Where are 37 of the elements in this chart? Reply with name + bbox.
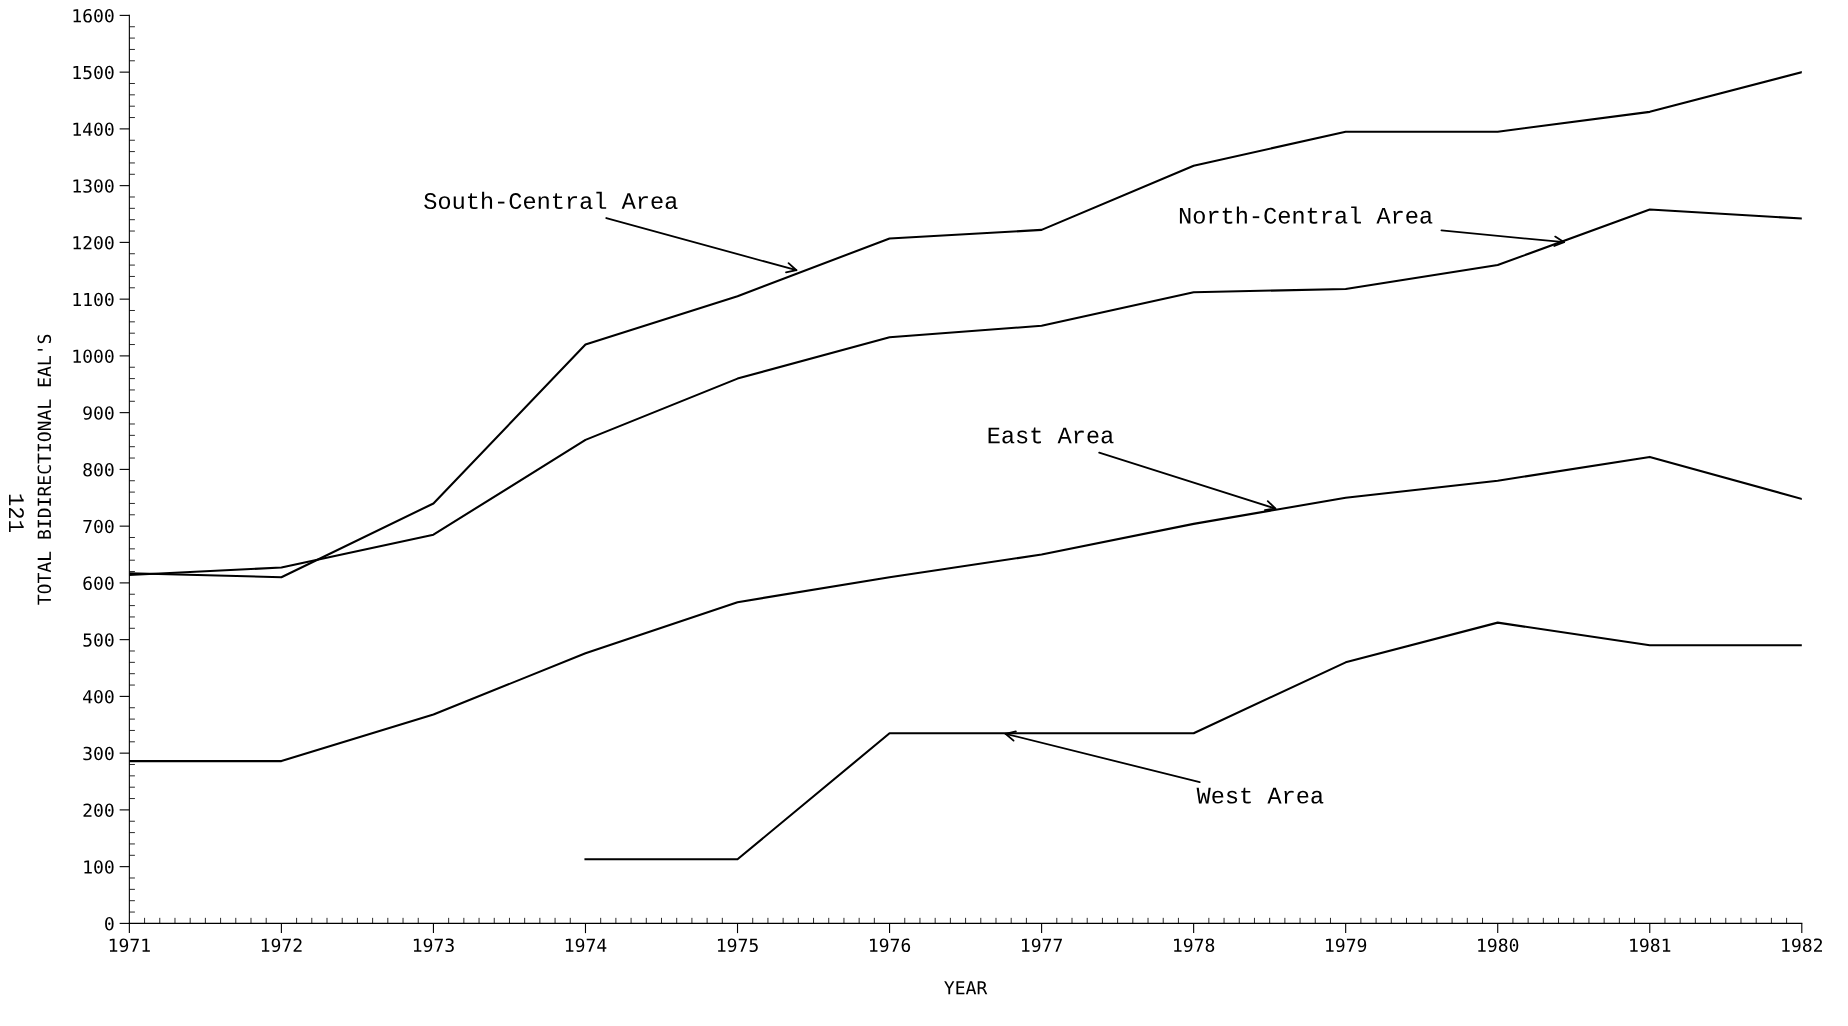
x-tick-label: 1971	[109, 938, 150, 953]
x-tick-label: 1974	[565, 938, 607, 953]
y-tick-label: 0	[105, 916, 114, 931]
y-tick-label: 600	[83, 576, 114, 591]
y-tick-label: 1300	[73, 179, 114, 193]
x-tick-label: 1978	[1174, 938, 1215, 953]
y-tick-label: 1500	[73, 65, 114, 80]
x-tick-label: 1981	[1630, 938, 1671, 953]
y-tick-label: 200	[83, 803, 114, 818]
y-tick-label: 1000	[73, 349, 114, 364]
x-tick-label: 1972	[261, 938, 302, 953]
x-axis-title: YEAR	[944, 981, 988, 995]
y-tick-label: 1400	[73, 122, 114, 137]
line-series	[584, 621, 1802, 861]
x-tick-label: 1982	[1782, 938, 1823, 953]
x-tick-label: 1980	[1478, 938, 1519, 953]
annotation: South-Central Area	[424, 191, 678, 210]
y-tick-label: 100	[84, 860, 114, 874]
text: 121	[9, 494, 24, 532]
x-tick-label: 1979	[1326, 938, 1367, 953]
x-tick-label: 1976	[869, 938, 911, 953]
x-tick-label: 1975	[717, 938, 758, 953]
y-tick-label: 700	[83, 519, 114, 534]
annotation: West Area	[1196, 787, 1324, 804]
y-tick-label: 1100	[73, 292, 114, 307]
x-tick-label: 1977	[1022, 938, 1062, 953]
annotation: East Area	[988, 427, 1114, 444]
x-tick-label: 1973	[413, 938, 454, 953]
y-tick-label: 1200	[73, 235, 114, 250]
y-tick-label: 500	[83, 633, 114, 647]
y-tick-label: 1600	[73, 8, 114, 23]
y-tick-label: 800	[83, 462, 114, 477]
y-tick-label: 900	[83, 406, 114, 420]
y-tick-label: 400	[83, 689, 114, 704]
y-tick-label: 300	[83, 746, 114, 761]
annotation: North-Central Area	[1179, 206, 1433, 224]
y-axis-title: TOTAL BIDIRECTIONAL EAL'S	[37, 334, 52, 605]
